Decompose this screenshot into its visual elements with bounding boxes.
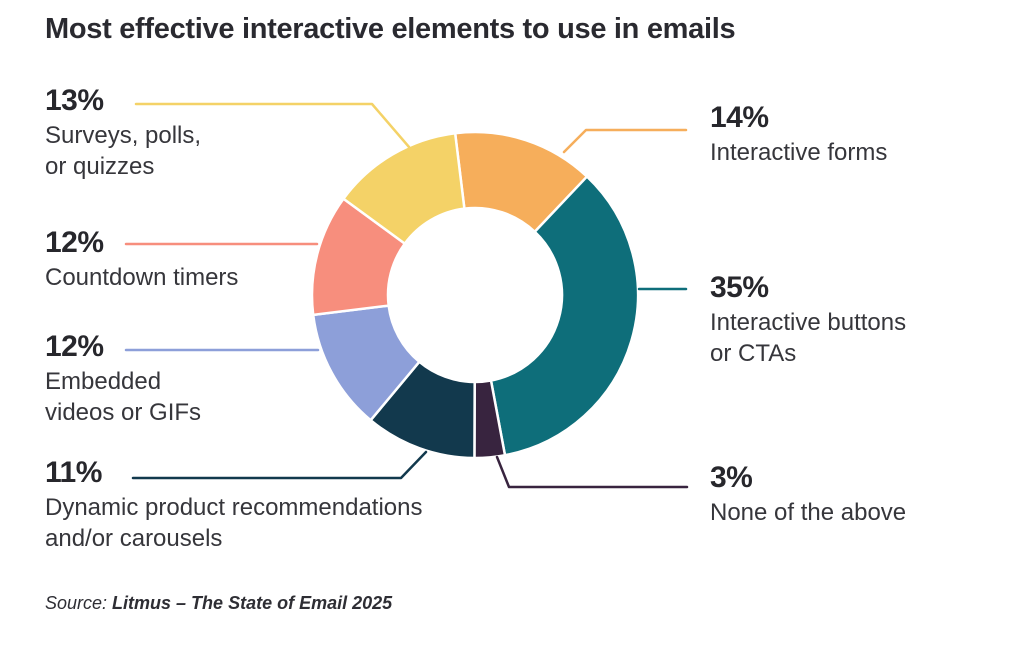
- label-countdown-timers: 12% Countdown timers: [45, 226, 238, 293]
- label-embedded-videos-or-gifs: 12% Embedded videos or GIFs: [45, 330, 201, 428]
- text-interactive-forms: Interactive forms: [710, 139, 888, 166]
- source-prefix: Source:: [45, 593, 113, 613]
- label-interactive-forms: 14% Interactive forms: [710, 101, 887, 168]
- source-text: Litmus – The State of Email 2025: [112, 593, 393, 613]
- leader-line-none-of-the-above: [495, 455, 689, 489]
- pct-embedded-videos-or-gifs: 12%: [45, 330, 104, 363]
- pct-none-of-the-above: 3%: [710, 461, 753, 494]
- leader-line-dynamic-product-recommendations: [131, 450, 428, 480]
- pct-interactive-buttons-or-ctas: 35%: [710, 271, 769, 304]
- text-dynamic-product-recommendations: Dynamic product recommendations and/or c…: [45, 494, 423, 552]
- text-embedded-videos-or-gifs: Embedded videos or GIFs: [45, 368, 202, 426]
- text-interactive-buttons-or-ctas: Interactive buttons or CTAs: [710, 309, 907, 367]
- pct-dynamic-product-recommendations: 11%: [45, 456, 102, 489]
- text-countdown-timers: Countdown timers: [45, 264, 239, 291]
- donut-segment-surveys-polls-or-quizzes: [342, 131, 466, 245]
- text-surveys-polls-or-quizzes: Surveys, polls, or quizzes: [45, 122, 202, 180]
- label-surveys-polls-or-quizzes: 13% Surveys, polls, or quizzes: [45, 84, 201, 182]
- label-interactive-buttons-or-ctas: 35% Interactive buttons or CTAs: [710, 271, 906, 369]
- pct-countdown-timers: 12%: [45, 226, 104, 259]
- pct-surveys-polls-or-quizzes: 13%: [45, 84, 104, 117]
- donut-segment-interactive-buttons-or-ctas: [489, 175, 640, 457]
- leader-line-surveys-polls-or-quizzes: [134, 102, 411, 149]
- label-none-of-the-above: 3% None of the above: [710, 461, 906, 528]
- source-note: Source: Litmus – The State of Email 2025: [45, 593, 392, 614]
- pct-interactive-forms: 14%: [710, 101, 769, 134]
- chart-title: Most effective interactive elements to u…: [45, 13, 736, 45]
- leader-line-interactive-forms: [562, 128, 688, 154]
- label-dynamic-product-recommendations: 11% Dynamic product recommendations and/…: [45, 456, 423, 554]
- text-none-of-the-above: None of the above: [710, 499, 907, 526]
